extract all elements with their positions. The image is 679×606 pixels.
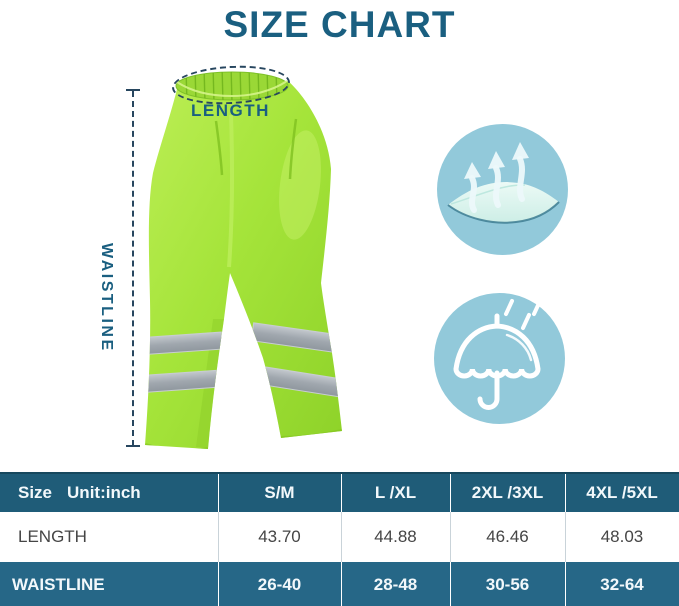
hivis-pants-illustration bbox=[145, 71, 342, 449]
reflective-stripes bbox=[145, 322, 342, 399]
length-value-lxl: 44.88 bbox=[340, 512, 450, 562]
waterproof-feature-badge bbox=[434, 293, 565, 424]
waistline-value-lxl: 28-48 bbox=[340, 562, 450, 606]
breathable-feature-badge bbox=[437, 124, 568, 255]
vapor-arrows bbox=[469, 156, 525, 213]
size-label: Size bbox=[18, 483, 53, 502]
waterproof-umbrella-icon bbox=[453, 299, 542, 410]
center-crease bbox=[227, 114, 235, 268]
waistline-row-label: WAISTLINE bbox=[12, 574, 105, 594]
vapor-arrowheads bbox=[464, 142, 529, 179]
fabric-edge bbox=[447, 201, 560, 224]
page-title: SIZE CHART bbox=[223, 4, 456, 45]
waistline-value-4xl5xl: 32-64 bbox=[564, 562, 679, 606]
pants-body bbox=[145, 81, 342, 449]
length-row: LENGTH 43.70 44.88 46.46 48.03 bbox=[0, 512, 679, 562]
waistline-label: WAISTLINE bbox=[98, 243, 115, 353]
measure-tick-bottom bbox=[126, 445, 140, 447]
length-label: LENGTH bbox=[191, 101, 270, 120]
column-header-sm: S/M bbox=[217, 473, 341, 512]
length-value-4xl5xl: 48.03 bbox=[564, 512, 679, 562]
canopy-highlight bbox=[505, 333, 533, 362]
unit-label: Unit:inch bbox=[67, 483, 141, 502]
right-pocket-line bbox=[288, 118, 298, 180]
waistline-measure-line bbox=[132, 91, 134, 446]
column-header-4xl5xl: 4XL /5XL bbox=[564, 473, 679, 512]
size-unit-header-cell: Size Unit:inch bbox=[0, 473, 218, 512]
length-value-2xl3xl: 46.46 bbox=[449, 512, 565, 562]
length-value-sm: 43.70 bbox=[217, 512, 341, 562]
thigh-highlight bbox=[279, 130, 321, 240]
waistline-value-2xl3xl: 30-56 bbox=[449, 562, 565, 606]
size-table: Size Unit:inch S/M L /XL 2XL /3XL 4XL /5X… bbox=[0, 472, 679, 606]
rain-drops bbox=[504, 299, 542, 330]
fabric-sheet bbox=[448, 182, 559, 223]
size-table-header-row: Size Unit:inch S/M L /XL 2XL /3XL 4XL /5X… bbox=[0, 473, 679, 512]
length-row-label: LENGTH bbox=[18, 527, 87, 546]
breathable-fabric-icon bbox=[447, 142, 560, 224]
column-header-2xl3xl: 2XL /3XL bbox=[449, 473, 565, 512]
left-pocket-line bbox=[214, 120, 224, 176]
column-header-lxl: L /XL bbox=[340, 473, 450, 512]
waistline-row: WAISTLINE 26-40 28-48 30-56 32-64 bbox=[0, 562, 679, 606]
umbrella bbox=[453, 313, 541, 410]
measure-tick-top bbox=[126, 89, 140, 91]
waistline-value-sm: 26-40 bbox=[217, 562, 341, 606]
